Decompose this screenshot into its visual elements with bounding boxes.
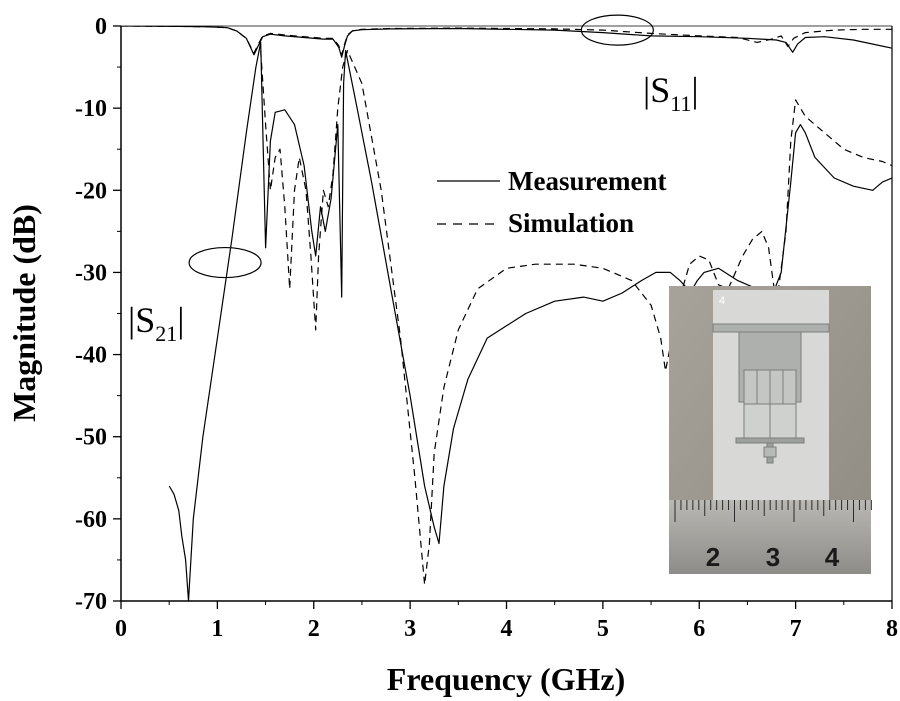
x-tick-label: 0 bbox=[115, 616, 127, 642]
y-tick-label: -20 bbox=[75, 178, 107, 204]
s11-marker-ellipse bbox=[580, 14, 654, 46]
y-tick-label: -50 bbox=[75, 425, 107, 451]
board-number: 4 bbox=[719, 295, 725, 307]
x-tick-label: 6 bbox=[693, 616, 705, 642]
y-tick-label: 0 bbox=[95, 14, 107, 40]
ruler bbox=[669, 500, 871, 574]
ruler-number-2: 2 bbox=[706, 542, 720, 572]
axes: 0 1 2 3 4 5 6 7 8 0 -10 -20 -30 -40 -50 -60 -70 bbox=[75, 14, 898, 642]
x-tick-label: 2 bbox=[308, 616, 320, 642]
y-tick-label: -10 bbox=[75, 96, 107, 122]
legend-label-simulation: Simulation bbox=[508, 208, 634, 238]
s21-marker-ellipse bbox=[188, 246, 262, 279]
y-axis-label: Magnitude (dB) bbox=[6, 204, 42, 422]
series-s21-simulation bbox=[260, 49, 892, 586]
s21-label: |S21| bbox=[128, 300, 184, 346]
x-tick-label: 5 bbox=[597, 616, 609, 642]
ruler-number-3: 3 bbox=[766, 542, 780, 572]
series-s11-simulation bbox=[121, 26, 892, 56]
ruler-ticks bbox=[674, 500, 872, 522]
x-tick-label: 7 bbox=[790, 616, 802, 642]
ruler-number-4: 4 bbox=[825, 542, 840, 572]
filter-photo-inset: 4 2 3 4 bbox=[669, 286, 872, 574]
series-s11-measurement bbox=[121, 26, 892, 58]
s11-label: |S11| bbox=[643, 70, 699, 116]
filter-layout bbox=[712, 323, 830, 464]
x-axis-label: Frequency (GHz) bbox=[387, 661, 625, 697]
y-tick-label: -30 bbox=[75, 260, 107, 286]
legend-label-measurement: Measurement bbox=[508, 166, 666, 196]
x-tick-label: 8 bbox=[886, 616, 898, 642]
y-tick-label: -60 bbox=[75, 507, 107, 533]
annotations: |S11| |S21| bbox=[128, 14, 699, 346]
legend: Measurement Simulation bbox=[437, 166, 666, 238]
x-tick-label: 1 bbox=[211, 616, 223, 642]
x-tick-label: 4 bbox=[501, 616, 513, 642]
x-tick-label: 3 bbox=[404, 616, 416, 642]
y-tick-label: -40 bbox=[75, 343, 107, 369]
y-tick-label: -70 bbox=[75, 589, 107, 615]
